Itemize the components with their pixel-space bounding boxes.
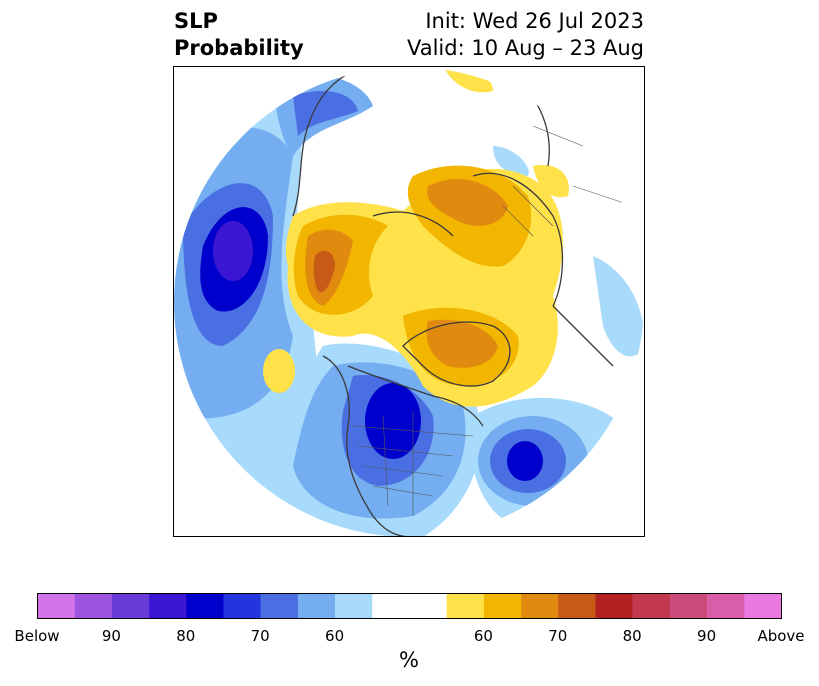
colorbar-tick-label: 80 — [176, 627, 196, 645]
above-region-greenland-core — [426, 319, 498, 368]
colorbar-segment — [223, 593, 261, 619]
colorbar-segment — [595, 593, 633, 619]
colorbar-tick-label: Above — [757, 627, 805, 645]
chart-title: SLP Probability — [174, 8, 304, 62]
below-peak-west — [213, 221, 253, 281]
colorbar-segment — [483, 593, 522, 619]
above-region-north-core — [427, 178, 508, 226]
colorbar-segment — [372, 593, 410, 619]
colorbar-tick-label: 90 — [697, 627, 717, 645]
below-region-pacific-2 — [293, 91, 358, 136]
colorbar-segment — [335, 593, 373, 619]
above-region-peak — [313, 250, 335, 293]
probability-map — [173, 66, 645, 537]
below-region-east — [593, 256, 644, 357]
colorbar-tick-label: 80 — [622, 627, 642, 645]
init-date: Init: Wed 26 Jul 2023 — [425, 9, 644, 33]
colorbar-segment — [186, 593, 224, 619]
colorbar-segment — [632, 593, 671, 619]
below-region-siberia — [493, 146, 529, 176]
colorbar-frame — [37, 593, 782, 619]
colorbar-tick-label: 60 — [325, 627, 345, 645]
colorbar-segment — [744, 593, 782, 619]
colorbar-segment — [446, 593, 485, 619]
colorbar-segment — [558, 593, 596, 619]
colorbar-segment — [669, 593, 708, 619]
colorbar-unit: % — [399, 648, 419, 672]
country-borders-overlay-icon — [352, 105, 634, 516]
colorbar-segment — [260, 593, 299, 619]
colorbar-segment — [74, 593, 113, 619]
colorbar — [37, 593, 782, 619]
colorbar-tick-label: 70 — [250, 627, 270, 645]
colorbar-svg — [37, 593, 782, 619]
colorbar-segment — [521, 593, 559, 619]
colorbar-segment — [409, 593, 447, 619]
colorbar-segment — [37, 593, 75, 619]
colorbar-tick-label: 90 — [101, 627, 121, 645]
map-svg — [173, 66, 645, 537]
title-subtitle: Probability — [174, 36, 304, 60]
title-variable: SLP — [174, 9, 218, 33]
colorbar-tick-label: 70 — [548, 627, 568, 645]
colorbar-segment — [707, 593, 745, 619]
above-region-pacific-small — [263, 349, 295, 393]
colorbar-segment — [149, 593, 187, 619]
colorbar-tick-label: Below — [14, 627, 60, 645]
colorbar-segment — [297, 593, 336, 619]
valid-range: Valid: 10 Aug – 23 Aug — [406, 36, 644, 60]
colorbar-segment — [111, 593, 150, 619]
above-region-top — [443, 67, 493, 93]
probability-field — [174, 67, 644, 537]
title-dates: Init: Wed 26 Jul 2023 Valid: 10 Aug – 23… — [407, 8, 644, 62]
below-core-namerica — [365, 383, 421, 459]
below-core-atlantic — [507, 441, 543, 481]
above-region-ural — [533, 165, 569, 198]
colorbar-tick-label: 60 — [473, 627, 493, 645]
